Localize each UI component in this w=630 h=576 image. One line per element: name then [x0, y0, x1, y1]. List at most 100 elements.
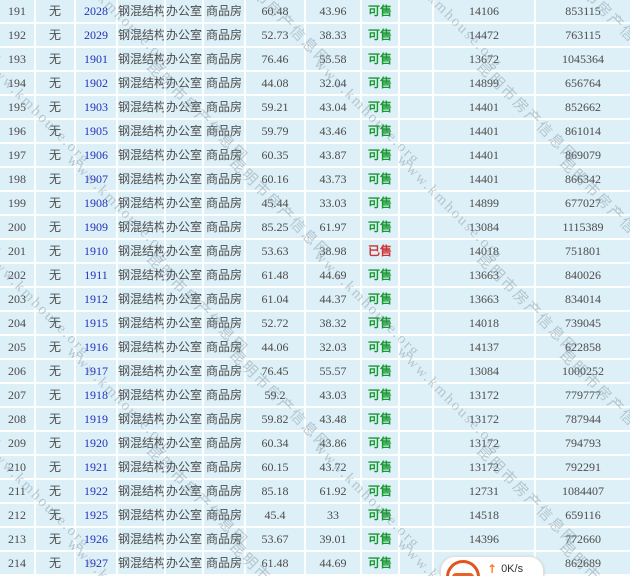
cell-room-number[interactable]: 1918: [76, 384, 116, 406]
cell-inner-area: 32.04: [306, 72, 360, 94]
cell-room-number[interactable]: 1901: [76, 48, 116, 70]
cell-room-number[interactable]: 1922: [76, 480, 116, 502]
cell-total-price: 861014: [536, 120, 630, 142]
cell-total-price: 622858: [536, 336, 630, 358]
cell-usage: 办公室: [166, 216, 202, 238]
cell-room-number[interactable]: 1915: [76, 312, 116, 334]
cell-mortgage: 无: [36, 216, 74, 238]
cell-empty: [400, 48, 432, 70]
cell-built-area: 60.48: [246, 0, 304, 22]
cell-built-area: 60.34: [246, 432, 304, 454]
table-row: 211 无 1922 钢混结构 办公室 商品房 85.18 61.92 可售 12731 10844…: [0, 480, 630, 502]
cell-usage: 办公室: [166, 552, 202, 574]
cell-usage: 办公室: [166, 456, 202, 478]
cell-total-price: 1000252: [536, 360, 630, 382]
speed-monitor-icon[interactable]: [446, 560, 480, 576]
cell-usage: 办公室: [166, 384, 202, 406]
cell-usage: 办公室: [166, 240, 202, 262]
cell-room-number[interactable]: 1911: [76, 264, 116, 286]
cell-sale-status: 可售: [362, 456, 398, 478]
cell-housing-type: 商品房: [204, 360, 244, 382]
cell-unit-price: 13172: [434, 456, 534, 478]
cell-sale-status: 已售: [362, 240, 398, 262]
cell-unit-price: 13663: [434, 264, 534, 286]
cell-usage: 办公室: [166, 480, 202, 502]
cell-housing-type: 商品房: [204, 72, 244, 94]
cell-room-number[interactable]: 1919: [76, 408, 116, 430]
download-speed-overlay[interactable]: ↑ 0K/s: [440, 556, 544, 576]
cell-empty: [400, 312, 432, 334]
cell-room-number[interactable]: 1906: [76, 144, 116, 166]
table-row: 203 无 1912 钢混结构 办公室 商品房 61.04 44.37 可售 13663 83401…: [0, 288, 630, 310]
cell-inner-area: 33.03: [306, 192, 360, 214]
cell-room-number[interactable]: 1905: [76, 120, 116, 142]
cell-built-area: 60.16: [246, 168, 304, 190]
cell-mortgage: 无: [36, 432, 74, 454]
cell-empty: [400, 360, 432, 382]
cell-usage: 办公室: [166, 24, 202, 46]
table-row: 201 无 1910 钢混结构 办公室 商品房 53.63 38.98 已售 14018 75180…: [0, 240, 630, 262]
cell-room-number[interactable]: 1909: [76, 216, 116, 238]
cell-empty: [400, 0, 432, 22]
cell-structure: 钢混结构: [118, 360, 164, 382]
cell-total-price: 853115: [536, 0, 630, 22]
cell-room-number[interactable]: 1927: [76, 552, 116, 574]
cell-empty: [400, 456, 432, 478]
cell-built-area: 76.46: [246, 48, 304, 70]
cell-structure: 钢混结构: [118, 24, 164, 46]
cell-room-number[interactable]: 1910: [76, 240, 116, 262]
cell-row-number: 210: [0, 456, 34, 478]
table-row: 191 无 2028 钢混结构 办公室 商品房 60.48 43.96 可售 14106 85311…: [0, 0, 630, 22]
cell-structure: 钢混结构: [118, 384, 164, 406]
cell-room-number[interactable]: 2028: [76, 0, 116, 22]
cell-room-number[interactable]: 1908: [76, 192, 116, 214]
cell-empty: [400, 264, 432, 286]
cell-row-number: 191: [0, 0, 34, 22]
cell-inner-area: 43.87: [306, 144, 360, 166]
cell-empty: [400, 240, 432, 262]
cell-empty: [400, 96, 432, 118]
cell-built-area: 61.48: [246, 264, 304, 286]
table-row: 202 无 1911 钢混结构 办公室 商品房 61.48 44.69 可售 13663 84002…: [0, 264, 630, 286]
cell-room-number[interactable]: 1917: [76, 360, 116, 382]
cell-row-number: 214: [0, 552, 34, 574]
cell-built-area: 45.44: [246, 192, 304, 214]
cell-room-number[interactable]: 1912: [76, 288, 116, 310]
cell-room-number[interactable]: 1921: [76, 456, 116, 478]
table-row: 192 无 2029 钢混结构 办公室 商品房 52.73 38.33 可售 14472 76311…: [0, 24, 630, 46]
cell-empty: [400, 528, 432, 550]
cell-mortgage: 无: [36, 288, 74, 310]
cell-housing-type: 商品房: [204, 264, 244, 286]
cell-room-number[interactable]: 1907: [76, 168, 116, 190]
cell-empty: [400, 216, 432, 238]
cell-total-price: 840026: [536, 264, 630, 286]
cell-room-number[interactable]: 2029: [76, 24, 116, 46]
cell-unit-price: 14401: [434, 144, 534, 166]
cell-room-number[interactable]: 1916: [76, 336, 116, 358]
cell-total-price: 852662: [536, 96, 630, 118]
table-row: 206 无 1917 钢混结构 办公室 商品房 76.45 55.57 可售 13084 10002…: [0, 360, 630, 382]
cell-room-number[interactable]: 1925: [76, 504, 116, 526]
cell-unit-price: 13172: [434, 408, 534, 430]
cell-inner-area: 33: [306, 504, 360, 526]
cell-mortgage: 无: [36, 504, 74, 526]
cell-built-area: 59.2: [246, 384, 304, 406]
cell-mortgage: 无: [36, 552, 74, 574]
cell-row-number: 206: [0, 360, 34, 382]
cell-empty: [400, 144, 432, 166]
cell-room-number[interactable]: 1902: [76, 72, 116, 94]
cell-total-price: 779777: [536, 384, 630, 406]
cell-room-number[interactable]: 1926: [76, 528, 116, 550]
cell-room-number[interactable]: 1903: [76, 96, 116, 118]
table-row: 194 无 1902 钢混结构 办公室 商品房 44.08 32.04 可售 14899 65676…: [0, 72, 630, 94]
cell-housing-type: 商品房: [204, 120, 244, 142]
cell-total-price: 659116: [536, 504, 630, 526]
cell-room-number[interactable]: 1920: [76, 432, 116, 454]
table-row: 195 无 1903 钢混结构 办公室 商品房 59.21 43.04 可售 14401 85266…: [0, 96, 630, 118]
cell-built-area: 53.67: [246, 528, 304, 550]
cell-empty: [400, 24, 432, 46]
cell-structure: 钢混结构: [118, 456, 164, 478]
cell-mortgage: 无: [36, 192, 74, 214]
cell-unit-price: 13672: [434, 48, 534, 70]
